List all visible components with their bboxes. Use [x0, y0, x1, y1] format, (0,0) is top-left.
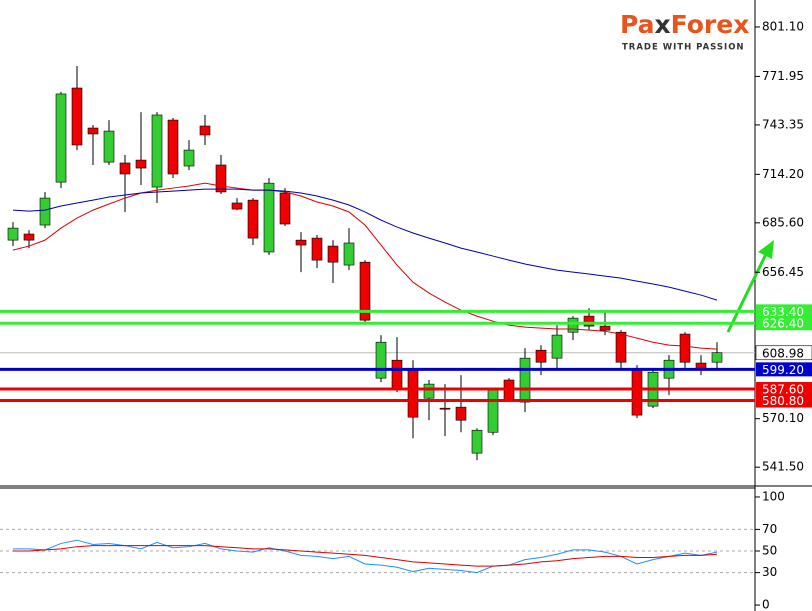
candle-body: [295, 239, 307, 246]
candle-body: [583, 315, 595, 327]
candle-body: [327, 245, 339, 263]
candle-body: [183, 149, 195, 167]
candle-body: [199, 125, 211, 136]
candle-body: [551, 334, 563, 359]
arrow-head: [758, 240, 774, 259]
y-tick-label: 656.45: [762, 265, 804, 279]
candle-body: [599, 325, 611, 331]
candle-body: [519, 357, 531, 403]
logo: PaxForex TRADE WITH PASSION: [620, 10, 749, 53]
candle-body: [711, 352, 723, 363]
logo-part: x: [655, 10, 671, 39]
indicator-tick-label: 0: [762, 598, 770, 611]
candle-body: [439, 407, 451, 410]
candle-body: [631, 369, 643, 416]
logo-text: PaxForex: [620, 10, 749, 39]
level-label-bg: [756, 362, 812, 377]
arrow-shaft: [726, 251, 769, 333]
candle-body: [279, 192, 291, 225]
last-price-bg: [755, 345, 812, 361]
candle-body: [615, 331, 627, 363]
level-label-bg: [756, 304, 812, 319]
candle-body: [695, 362, 707, 369]
level-label-bg: [756, 393, 812, 408]
candle-body: [391, 359, 403, 389]
candle-body: [135, 159, 147, 169]
candle-body: [87, 127, 99, 135]
candle-body: [7, 227, 19, 241]
y-tick-label: 743.35: [762, 117, 804, 131]
candle-body: [103, 130, 115, 163]
level-label-bg: [756, 382, 812, 397]
y-tick-label: 714.20: [762, 167, 804, 181]
y-tick-label: 570.10: [762, 411, 804, 425]
candle-body: [487, 389, 499, 433]
candle-body: [455, 406, 467, 421]
level-label: 626.40: [762, 317, 804, 331]
indicator-tick-label: 70: [762, 522, 777, 536]
y-tick-label: 801.10: [762, 19, 804, 33]
candle-body: [423, 383, 435, 399]
level-label-bg: [756, 316, 812, 331]
moving-average: [12, 188, 718, 301]
y-tick-label: 685.60: [762, 215, 804, 229]
candle-body: [535, 349, 547, 363]
indicator-tick-label: 50: [762, 544, 777, 558]
candle-body: [167, 119, 179, 175]
indicator-line: [13, 545, 718, 567]
y-tick-label: 541.50: [762, 460, 804, 474]
logo-tagline: TRADE WITH PASSION: [622, 43, 745, 53]
candle-body: [311, 237, 323, 261]
last-price-label: 608.98: [762, 346, 804, 360]
level-label: 633.40: [762, 305, 804, 319]
indicator-line: [13, 539, 718, 574]
indicator-tick-label: 30: [762, 565, 777, 579]
indicator-tick-label: 100: [762, 489, 785, 503]
candle-body: [359, 261, 371, 321]
candle-body: [247, 199, 259, 239]
candle-body: [39, 197, 51, 226]
candle-body: [231, 202, 243, 210]
level-label: 599.20: [762, 363, 804, 377]
candle-body: [567, 317, 579, 333]
candle-body: [375, 341, 387, 379]
candle-body: [119, 162, 131, 175]
candle-body: [215, 164, 227, 193]
candle-body: [343, 242, 355, 266]
logo-part: Forex: [671, 10, 750, 39]
candle-body: [407, 369, 419, 418]
trend-arrow: [726, 240, 774, 333]
candle-body: [263, 182, 275, 253]
y-tick-label: 771.95: [762, 69, 804, 83]
candle-body: [151, 114, 163, 188]
moving-average: [12, 182, 718, 350]
candle-body: [55, 93, 67, 183]
candle-body: [71, 87, 83, 146]
candle-body: [679, 333, 691, 363]
level-label: 587.60: [762, 383, 804, 397]
candle-body: [23, 233, 35, 241]
candle-body: [471, 429, 483, 454]
logo-part: Pa: [620, 10, 655, 39]
level-label: 580.80: [762, 394, 804, 408]
